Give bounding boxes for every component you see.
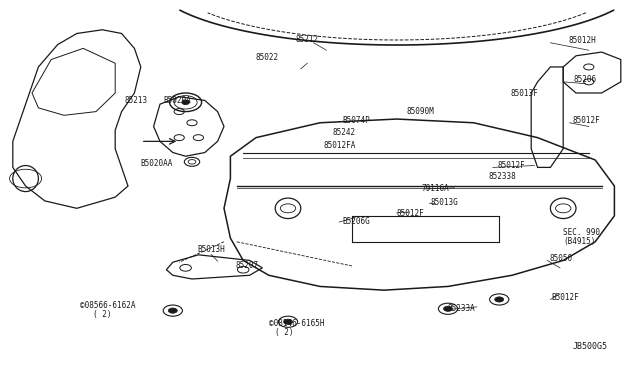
Text: 85012H: 85012H: [568, 36, 596, 45]
Text: 85012FA: 85012FA: [323, 141, 356, 150]
Text: 85012F: 85012F: [573, 116, 600, 125]
Text: B5020A: B5020A: [163, 96, 191, 105]
Text: 85242: 85242: [333, 128, 356, 137]
Circle shape: [284, 319, 292, 324]
Text: 85213: 85213: [125, 96, 148, 105]
Text: 85013G: 85013G: [430, 198, 458, 207]
Text: (B4915): (B4915): [563, 237, 596, 246]
Text: SEC. 990: SEC. 990: [563, 228, 600, 237]
Text: B5013H: B5013H: [197, 245, 225, 254]
Text: 85212: 85212: [296, 35, 319, 44]
Text: 79116A: 79116A: [421, 185, 449, 193]
Text: B5206G: B5206G: [342, 217, 370, 226]
Circle shape: [495, 297, 504, 302]
Text: 85012F: 85012F: [397, 209, 424, 218]
Text: ( 2): ( 2): [93, 310, 111, 319]
Text: ( 2): ( 2): [275, 328, 294, 337]
Text: 85207: 85207: [236, 262, 259, 270]
Text: 85022: 85022: [256, 53, 279, 62]
Text: B5074P: B5074P: [342, 116, 370, 125]
Text: B5020AA: B5020AA: [141, 159, 173, 168]
Circle shape: [168, 308, 177, 313]
Text: 85233A: 85233A: [448, 304, 476, 313]
Circle shape: [444, 306, 452, 311]
Text: JB500G5: JB500G5: [573, 342, 608, 351]
Text: 852338: 852338: [488, 172, 516, 181]
Text: 85090M: 85090M: [406, 107, 434, 116]
Text: ©08566-6162A: ©08566-6162A: [80, 301, 136, 310]
Text: ©08146-6165H: ©08146-6165H: [269, 319, 324, 328]
Circle shape: [182, 100, 189, 105]
Text: B5012F: B5012F: [552, 293, 579, 302]
Text: 85206: 85206: [573, 76, 596, 84]
Text: 85012F: 85012F: [498, 161, 525, 170]
Text: 85050: 85050: [549, 254, 572, 263]
Text: 85013F: 85013F: [511, 89, 538, 98]
